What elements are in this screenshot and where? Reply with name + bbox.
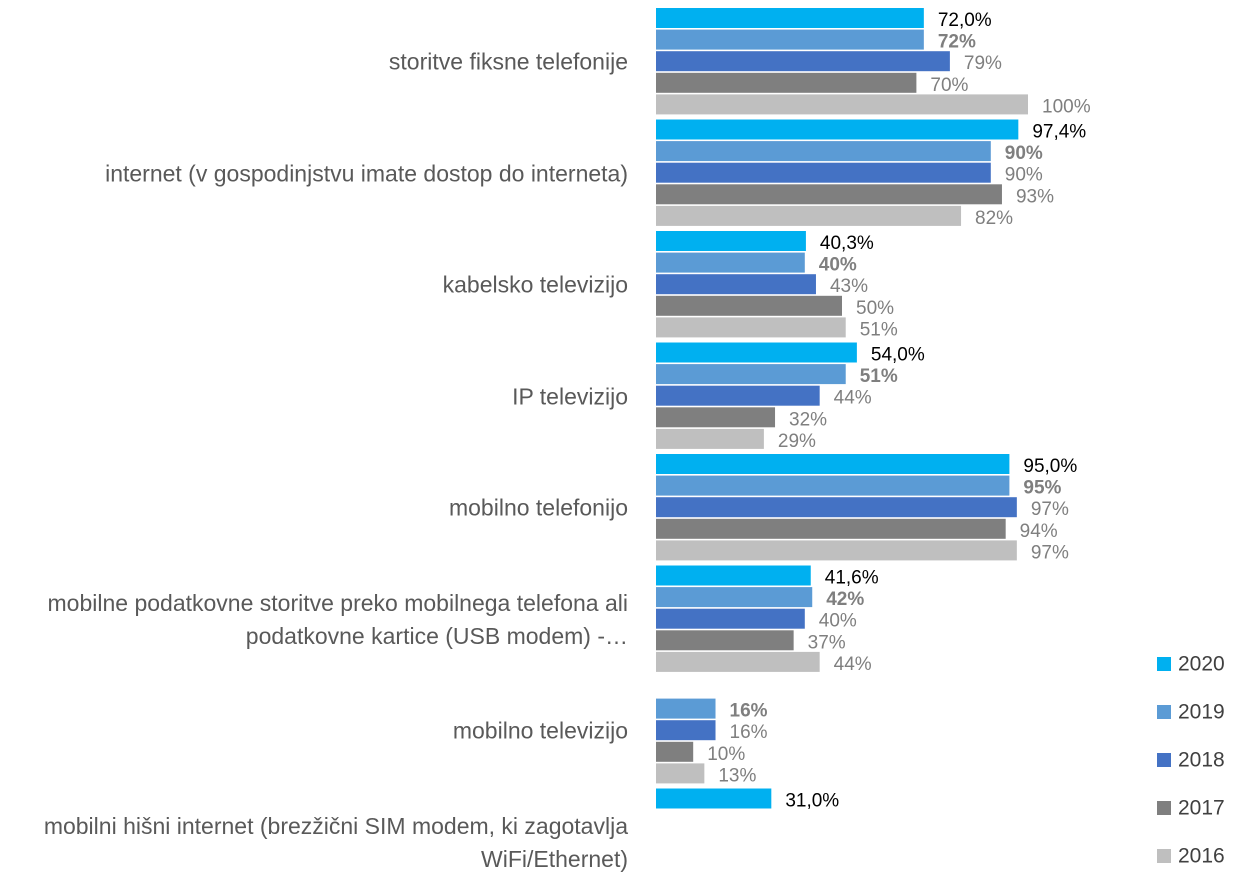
value-label: 13% <box>718 765 756 786</box>
bar <box>656 29 924 50</box>
value-label: 16% <box>730 701 768 722</box>
bar <box>656 8 924 28</box>
value-label: 44% <box>834 654 872 675</box>
category-label: IP televizijo <box>512 383 628 409</box>
bar <box>656 72 917 93</box>
category-label: mobilno telefonijo <box>448 494 628 521</box>
bar <box>656 252 805 273</box>
bar <box>656 788 772 809</box>
bar <box>656 342 857 363</box>
value-label: 10% <box>707 744 745 765</box>
value-label: 40% <box>819 255 857 276</box>
bar <box>656 587 813 608</box>
value-label: 37% <box>808 632 846 653</box>
legend-label: 2017 <box>1178 797 1225 820</box>
value-label: 97% <box>1031 542 1069 563</box>
value-label: 50% <box>856 298 894 319</box>
value-label: 51% <box>860 319 898 340</box>
bar <box>656 565 811 586</box>
value-label: 95,0% <box>1023 456 1077 477</box>
value-label: 72% <box>938 32 976 53</box>
category-label: mobilne podatkovne storitve preko mobiln… <box>47 589 628 649</box>
bar <box>656 317 846 338</box>
value-label: 40% <box>819 611 857 632</box>
value-label: 72,0% <box>938 10 992 31</box>
bar <box>656 205 962 226</box>
legend-label: 2016 <box>1178 845 1225 868</box>
value-label: 29% <box>778 431 816 452</box>
value-label: 82% <box>975 208 1013 229</box>
legend-label: 2020 <box>1178 653 1225 676</box>
value-label: 43% <box>830 276 868 297</box>
value-label: 42% <box>826 589 864 610</box>
bar <box>656 385 820 406</box>
bar <box>656 698 716 719</box>
bar <box>656 295 842 316</box>
bar <box>656 94 1028 115</box>
value-label: 31,0% <box>785 791 839 812</box>
value-label: 100% <box>1042 96 1091 117</box>
bar <box>656 454 1010 474</box>
legend-swatch <box>1157 753 1171 767</box>
bar <box>656 497 1017 518</box>
value-label: 95% <box>1023 478 1061 499</box>
bar <box>656 540 1017 561</box>
bar <box>656 231 806 251</box>
bar <box>656 720 716 741</box>
value-label: 94% <box>1020 521 1058 542</box>
category-label: mobilni hišni internet (brezžični SIM mo… <box>43 812 628 872</box>
bar <box>656 630 794 651</box>
category-label: kabelsko televizijo <box>442 271 628 298</box>
bar <box>656 119 1019 140</box>
value-label: 70% <box>930 75 968 96</box>
value-label: 79% <box>964 53 1002 74</box>
value-label: 97,4% <box>1032 122 1086 143</box>
value-label: 51% <box>860 366 898 387</box>
value-label: 90% <box>1005 143 1043 164</box>
category-label: internet (v gospodinjstvu imate dostop d… <box>105 160 628 186</box>
bar <box>656 763 705 784</box>
bar <box>656 407 776 428</box>
legend-swatch <box>1157 657 1171 671</box>
category-label: storitve fiksne telefonije <box>388 48 628 75</box>
bar <box>656 518 1006 539</box>
bar <box>656 184 1002 205</box>
bar <box>656 274 816 295</box>
bar <box>656 651 820 672</box>
bar <box>656 608 805 629</box>
value-label: 41,6% <box>825 568 879 589</box>
value-label: 93% <box>1016 186 1054 207</box>
value-label: 97% <box>1031 499 1069 520</box>
bar <box>656 741 694 762</box>
legend-swatch <box>1157 849 1171 863</box>
legend-label: 2018 <box>1178 749 1225 772</box>
bar <box>656 51 950 72</box>
legend-label: 2019 <box>1178 701 1225 724</box>
legend-swatch <box>1157 705 1171 719</box>
value-label: 40,3% <box>820 233 874 254</box>
category-label: mobilno televizijo <box>452 717 628 744</box>
value-label: 16% <box>730 722 768 743</box>
value-label: 54,0% <box>871 345 925 366</box>
value-label: 90% <box>1005 165 1043 186</box>
bar <box>656 364 846 385</box>
bar <box>656 141 991 162</box>
bar <box>656 428 764 449</box>
bar <box>656 475 1010 496</box>
legend-swatch <box>1157 801 1171 815</box>
value-label: 32% <box>789 409 827 430</box>
bar <box>656 162 991 183</box>
value-label: 44% <box>834 388 872 409</box>
